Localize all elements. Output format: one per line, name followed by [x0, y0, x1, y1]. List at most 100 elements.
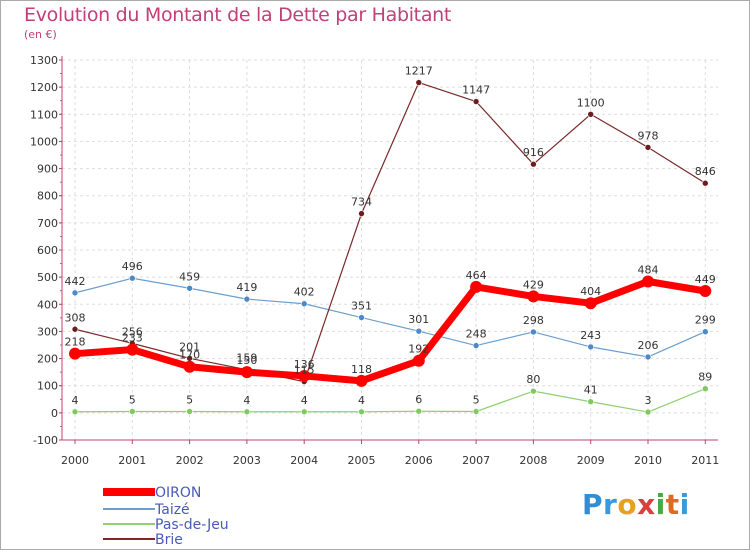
data-label: 1100	[577, 96, 605, 109]
data-label: 308	[65, 311, 86, 324]
data-point	[584, 297, 597, 310]
data-point	[71, 289, 79, 297]
data-label: 419	[236, 281, 257, 294]
data-point	[472, 342, 480, 349]
chart-subtitle: (en €)	[24, 28, 57, 41]
data-point	[527, 290, 540, 303]
data-point	[183, 360, 196, 373]
data-label: 218	[65, 336, 86, 349]
data-label: 159	[236, 352, 257, 365]
data-point	[298, 369, 311, 382]
legend-label: Brie	[155, 532, 183, 548]
data-label: 3	[645, 394, 652, 407]
x-tick-label: 2007	[462, 454, 490, 467]
logo-letter: i	[655, 488, 666, 521]
y-tick-label: 0	[51, 407, 58, 420]
data-label: 192	[408, 343, 429, 356]
data-label: 404	[580, 285, 601, 298]
data-label: 978	[638, 129, 659, 142]
data-point	[243, 295, 251, 303]
series-line-pas-de-jeu	[74, 388, 706, 413]
data-label: 299	[695, 314, 716, 327]
logo-letter: t	[665, 488, 680, 521]
data-label: 243	[580, 329, 601, 342]
data-point	[300, 300, 308, 308]
data-label: 301	[408, 313, 429, 326]
data-label: 484	[638, 263, 659, 276]
data-point	[186, 408, 193, 415]
y-tick-label: 1000	[30, 135, 58, 148]
data-label: 1147	[462, 84, 490, 97]
series-line-brie	[74, 81, 706, 383]
data-label: 449	[695, 273, 716, 286]
y-tick-label: 1200	[30, 81, 58, 94]
y-tick-label: 1100	[30, 108, 58, 121]
data-label: 734	[351, 196, 372, 209]
x-tick-label: 2003	[233, 454, 261, 467]
series-line-oiron	[71, 277, 709, 385]
y-tick-label: 500	[37, 271, 58, 284]
x-tick-label: 2000	[61, 454, 89, 467]
data-point	[300, 408, 308, 416]
logo-letter: i	[679, 488, 690, 521]
data-point	[701, 385, 709, 393]
logo-letter: o	[617, 488, 638, 521]
data-point	[415, 79, 423, 86]
data-label: 6	[415, 393, 422, 406]
data-label: 115	[294, 364, 315, 377]
data-point	[358, 408, 365, 416]
data-point	[644, 408, 652, 416]
logo-letter: x	[637, 488, 656, 521]
data-point	[129, 408, 136, 415]
data-point	[699, 284, 712, 297]
data-label: 233	[122, 332, 143, 345]
data-point	[355, 374, 368, 387]
data-point	[530, 328, 537, 336]
data-point	[415, 407, 423, 415]
data-label: 136	[294, 358, 315, 371]
series-line-taizé	[74, 277, 706, 358]
data-point	[472, 98, 480, 105]
chart-title: Evolution du Montant de la Dette par Hab…	[24, 4, 452, 26]
data-point	[415, 327, 423, 335]
y-tick-label: 200	[37, 353, 58, 366]
proxiti-logo: Proxiti	[582, 488, 690, 521]
data-point	[644, 144, 652, 151]
data-point	[71, 408, 79, 416]
y-tick-label: 900	[37, 163, 58, 176]
data-label: 118	[351, 363, 372, 376]
y-tick-label: 100	[37, 380, 58, 393]
data-label: 429	[523, 278, 544, 291]
data-point	[71, 325, 79, 333]
x-tick-label: 2008	[519, 454, 547, 467]
data-label: 4	[301, 394, 308, 407]
data-point	[470, 280, 483, 293]
data-label: 459	[179, 270, 200, 283]
data-label: 402	[294, 286, 315, 299]
data-point	[69, 347, 81, 360]
data-label: 351	[351, 300, 372, 313]
legend-label: Pas-de-Jeu	[155, 517, 229, 533]
x-tick-label: 2006	[405, 454, 433, 467]
data-label: 1217	[405, 65, 433, 78]
data-label: 298	[523, 314, 544, 327]
data-point	[472, 408, 480, 415]
y-tick-label: 600	[37, 244, 58, 257]
data-label: 150	[236, 354, 257, 367]
x-tick-label: 2010	[634, 454, 662, 467]
data-point	[642, 275, 654, 288]
data-label: 170	[179, 349, 200, 362]
x-tick-label: 2009	[577, 454, 605, 467]
data-point	[587, 110, 595, 118]
data-point	[530, 387, 537, 395]
data-label: 5	[129, 394, 136, 407]
x-tick-label: 2011	[691, 454, 719, 467]
x-tick-label: 2004	[290, 454, 318, 467]
y-tick-label: 800	[37, 190, 58, 203]
data-point	[358, 314, 365, 321]
data-point	[129, 274, 136, 282]
